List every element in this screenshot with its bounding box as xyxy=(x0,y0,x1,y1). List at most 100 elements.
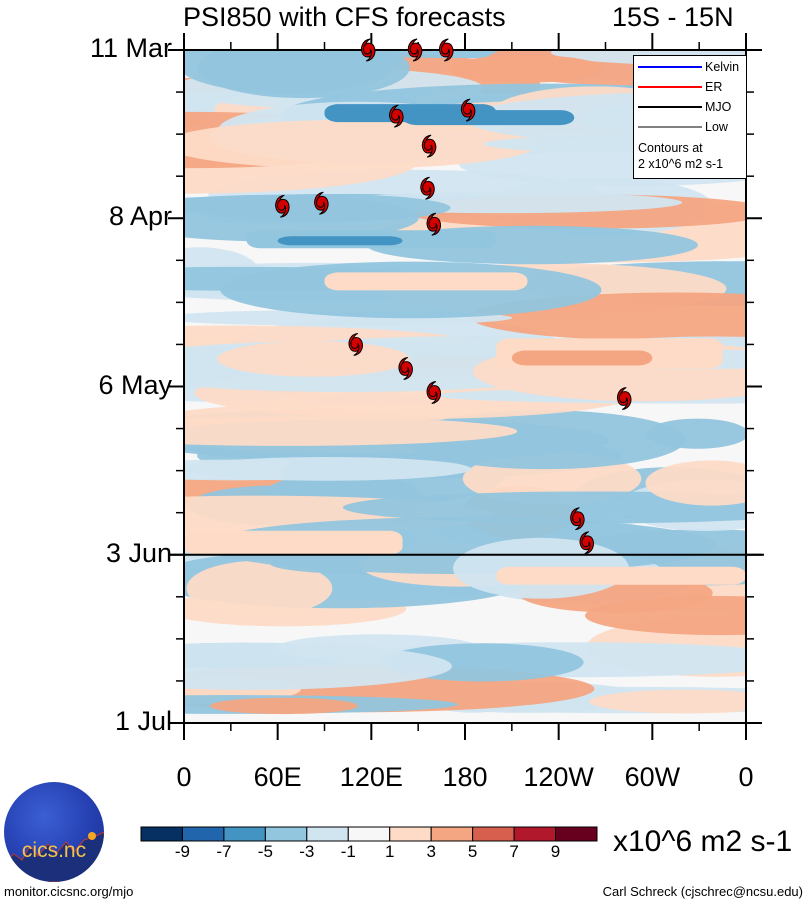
colorbar-swatch xyxy=(264,826,308,842)
anomaly-patch xyxy=(449,54,604,83)
cyclone-arm xyxy=(428,216,441,236)
x-tick-label: 0 xyxy=(176,762,192,792)
colorbar-swatch xyxy=(140,826,183,842)
colorbar-swatch xyxy=(430,826,474,842)
logo-text: cics.nc xyxy=(21,839,87,862)
tropical-cyclone-icon xyxy=(348,332,363,356)
anomaly-band xyxy=(496,566,746,585)
tropical-cyclone-icon xyxy=(439,38,454,62)
y-tick-label: 3 Jun xyxy=(105,537,172,568)
x-tick-label: 60W xyxy=(624,762,681,792)
tropical-cyclone-icon xyxy=(426,381,441,405)
anomaly-band xyxy=(277,236,403,246)
x-tick-label: 60E xyxy=(253,762,302,792)
y-tick-label: 6 May xyxy=(98,369,172,400)
colorbar-swatch xyxy=(389,826,432,842)
tropical-cyclone-icon xyxy=(421,134,437,158)
cyclone-arm xyxy=(350,337,363,356)
anomaly-patch xyxy=(645,460,746,506)
legend-note-line: 2 x10^6 m2 s-1 xyxy=(638,157,724,171)
colorbar-tick-label: 3 xyxy=(426,842,436,861)
colorbar-swatch xyxy=(181,826,225,842)
colorbar xyxy=(140,826,598,842)
anomaly-patch xyxy=(184,642,452,690)
x-tick-label: 0 xyxy=(738,762,754,792)
legend: Kelvin ER MJO Low Contours at 2 x10^6 m2… xyxy=(633,55,747,179)
colorbar-units: x10^6 m2 s-1 xyxy=(613,825,793,858)
colorbar-swatch xyxy=(555,826,598,842)
legend-item-mjo: MJO xyxy=(638,99,731,115)
colorbar-tick-label: 1 xyxy=(384,842,395,861)
er-line-swatch xyxy=(638,86,702,88)
cyclone-arm xyxy=(572,511,585,531)
x-tick-label: 180 xyxy=(442,762,488,792)
tropical-cyclone-icon xyxy=(360,38,376,62)
anomaly-patch xyxy=(184,194,419,242)
legend-label: ER xyxy=(705,80,723,94)
cyclone-arm xyxy=(423,138,437,158)
cyclone-arm xyxy=(400,361,413,380)
colorbar-tick-label: 9 xyxy=(550,842,561,861)
anomaly-patch xyxy=(197,50,410,99)
chart-title: PSI850 with CFS forecasts xyxy=(183,2,506,32)
cyclone-arm xyxy=(362,42,376,62)
anomaly-patch xyxy=(186,560,333,616)
anomaly-band xyxy=(324,272,528,291)
cyclone-arm xyxy=(316,195,329,215)
colorbar-swatch xyxy=(306,826,349,842)
kelvin-line-swatch xyxy=(638,66,702,68)
x-tick-label: 120E xyxy=(339,762,403,792)
legend-item-er: ER xyxy=(638,79,722,95)
tropical-cyclone-icon xyxy=(314,191,329,215)
cicsnc-logo: cics.nc xyxy=(4,782,104,882)
mjo-line-swatch xyxy=(638,106,702,108)
anomaly-patch xyxy=(343,491,746,524)
legend-label: Kelvin xyxy=(705,60,740,74)
tropical-cyclone-icon xyxy=(460,98,476,122)
anomaly-band xyxy=(184,530,403,555)
footer-credit: Carl Schreck (cjschrec@ncsu.edu) xyxy=(602,884,803,899)
tropical-cyclone-icon xyxy=(617,387,632,411)
mountain-icon xyxy=(4,832,104,882)
colorbar-swatch xyxy=(472,826,515,842)
tropical-cyclone-icon xyxy=(389,104,404,128)
tropical-cyclone-markers xyxy=(275,38,632,555)
anomaly-patch xyxy=(184,119,538,169)
legend-label: MJO xyxy=(705,100,732,114)
tropical-cyclone-icon xyxy=(570,507,585,531)
x-tick-label: 120W xyxy=(523,762,594,792)
anomaly-band xyxy=(402,110,575,126)
cyclone-arm xyxy=(581,535,594,555)
anomaly-patch xyxy=(589,689,746,714)
colorbar-swatch xyxy=(513,826,557,842)
cyclone-arm xyxy=(422,180,435,200)
anomaly-patch xyxy=(209,697,358,715)
colorbar-tick-label: -3 xyxy=(299,842,315,861)
tropical-cyclone-icon xyxy=(407,38,423,62)
tropical-cyclone-icon xyxy=(420,176,435,200)
anomaly-patch xyxy=(217,341,410,377)
tropical-cyclone-icon xyxy=(275,194,290,218)
region-label: 15S - 15N xyxy=(612,2,734,32)
colorbar-tick-label: -1 xyxy=(340,842,356,861)
y-tick-label: 8 Apr xyxy=(108,201,172,232)
legend-label: Low xyxy=(705,120,728,134)
colorbar-tick-label: 5 xyxy=(467,842,478,861)
colorbar-tick-label: -9 xyxy=(174,842,191,861)
cyclone-arm xyxy=(409,42,423,62)
cyclone-arm xyxy=(440,42,454,62)
cyclone-arm xyxy=(428,385,441,405)
footer-url: monitor.cicsnc.org/mjo xyxy=(4,884,134,899)
colorbar-swatch xyxy=(223,826,266,842)
y-tick-label: 11 Mar xyxy=(89,33,172,63)
legend-note: Contours at 2 x10^6 m2 s-1 xyxy=(638,140,723,172)
axes xyxy=(168,33,764,740)
legend-item-kelvin: Kelvin xyxy=(638,59,739,75)
low-line-swatch xyxy=(638,126,702,128)
colorbar-swatch xyxy=(347,826,391,842)
anomaly-band xyxy=(511,350,653,366)
anomaly-patch xyxy=(184,457,472,481)
legend-note-line: Contours at xyxy=(638,141,703,155)
legend-item-low: Low xyxy=(638,119,728,135)
